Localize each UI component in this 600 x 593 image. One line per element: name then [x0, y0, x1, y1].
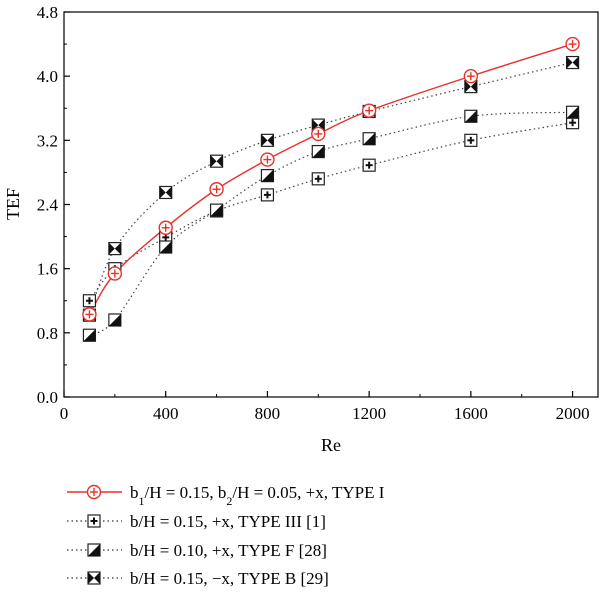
y-tick-label: 0.0	[37, 388, 58, 407]
data-point-square-plus	[82, 294, 97, 308]
series-line-circle-plus	[88, 43, 573, 315]
y-tick-label: 0.8	[37, 324, 58, 343]
data-point-square-plus	[464, 133, 478, 147]
legend-marker-square-bowtie-icon	[87, 571, 101, 585]
legend-marker-square-plus-icon	[87, 514, 101, 528]
legend-marker-square-half-icon	[87, 543, 101, 557]
legend-entry-type-b: b/H = 0.15, −x, TYPE B [29]	[67, 569, 329, 588]
legend-point-square-bowtie	[87, 571, 101, 585]
data-point-circle-plus	[565, 36, 580, 52]
data-point-square-half	[260, 169, 275, 183]
data-point-square-bowtie	[108, 242, 122, 256]
data-point-square-bowtie	[464, 79, 478, 94]
legend-label-type-i: b1/H = 0.15, b2/H = 0.05, +x, TYPE I	[130, 483, 385, 508]
x-tick-label: 1600	[454, 404, 488, 423]
data-point-circle-plus	[209, 182, 224, 197]
y-tick-label: 2.4	[37, 196, 59, 215]
x-tick-label: 0	[60, 404, 69, 423]
data-point-circle-plus	[361, 103, 377, 118]
data-point-circle-plus	[158, 220, 173, 235]
legend-entry-type-iii: b/H = 0.15, +x, TYPE III [1]	[67, 512, 326, 531]
data-point-circle-plus	[463, 68, 479, 84]
data-point-square-bowtie	[260, 133, 275, 147]
data-point-square-half	[565, 105, 580, 119]
x-tick-label: 2000	[556, 404, 590, 423]
x-tick-label: 1200	[352, 404, 386, 423]
data-point-square-half	[362, 132, 376, 146]
data-point-circle-plus	[311, 126, 326, 142]
legend-entry-type-i: b1/H = 0.15, b2/H = 0.05, +x, TYPE I	[67, 483, 385, 508]
data-point-circle-plus	[107, 266, 123, 281]
y-tick-label: 4.0	[37, 67, 58, 86]
plot-frame	[63, 11, 599, 398]
legend: b1/H = 0.15, b2/H = 0.05, +x, TYPE I b/H…	[67, 483, 385, 588]
legend-marker-circle-plus-icon	[86, 484, 102, 500]
data-point-square-bowtie	[209, 154, 224, 168]
data-point-square-half	[159, 240, 173, 254]
legend-entry-type-f: b/H = 0.10, +x, TYPE F [28]	[67, 541, 327, 560]
data-point-square-bowtie	[565, 55, 580, 70]
x-axis-title: Re	[321, 435, 341, 455]
legend-label-type-f: b/H = 0.10, +x, TYPE F [28]	[130, 541, 327, 560]
data-point-square-plus	[260, 188, 275, 202]
legend-label-type-iii: b/H = 0.15, +x, TYPE III [1]	[130, 512, 326, 531]
legend-point-square-half	[87, 543, 101, 557]
legend-label-type-b: b/H = 0.15, −x, TYPE B [29]	[130, 569, 329, 588]
legend-point-square-plus	[87, 514, 101, 528]
y-tick-label: 3.2	[37, 131, 58, 150]
series-line-square-plus	[88, 122, 573, 302]
data-point-square-half	[311, 144, 325, 159]
legend-point-circle-plus	[86, 484, 102, 500]
data-point-square-half	[108, 313, 122, 327]
data-point-square-plus	[362, 158, 376, 172]
x-tick-label: 800	[255, 404, 281, 423]
data-point-square-bowtie	[159, 185, 173, 200]
y-axis-title: TEF	[3, 188, 23, 220]
y-tick-label: 1.6	[37, 260, 58, 279]
x-tick-label: 400	[153, 404, 179, 423]
data-point-circle-plus	[82, 307, 97, 322]
data-point-square-half	[82, 328, 97, 342]
data-point-square-plus	[311, 172, 325, 186]
data-point-square-half	[464, 109, 478, 123]
data-point-circle-plus	[260, 152, 275, 167]
y-tick-label: 4.8	[37, 3, 58, 22]
data-point-square-half	[209, 203, 224, 217]
